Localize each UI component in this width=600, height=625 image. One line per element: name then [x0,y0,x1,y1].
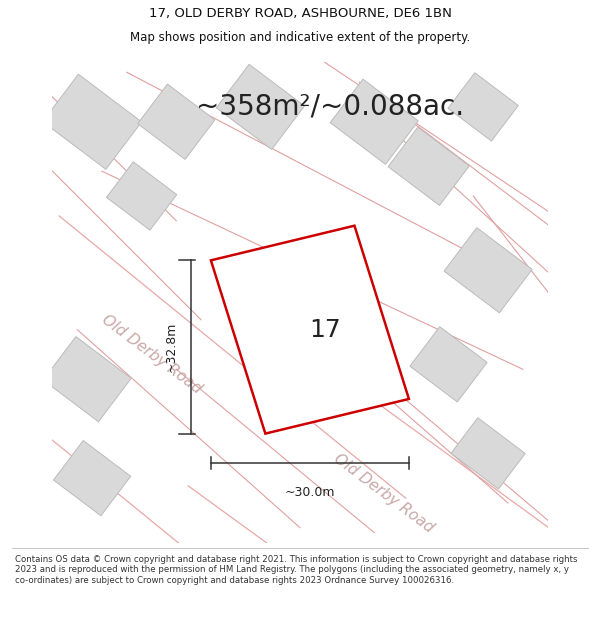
Text: Old Derby Road: Old Derby Road [99,312,204,397]
Polygon shape [53,441,131,516]
Text: Old Derby Road: Old Derby Road [331,451,437,535]
Polygon shape [286,292,374,378]
Text: ~358m²/~0.088ac.: ~358m²/~0.088ac. [196,93,464,121]
Polygon shape [330,79,418,164]
Text: Contains OS data © Crown copyright and database right 2021. This information is : Contains OS data © Crown copyright and d… [15,555,577,584]
Polygon shape [388,127,469,206]
Polygon shape [448,72,518,141]
Text: 17, OLD DERBY ROAD, ASHBOURNE, DE6 1BN: 17, OLD DERBY ROAD, ASHBOURNE, DE6 1BN [149,7,451,20]
Polygon shape [217,64,304,149]
Polygon shape [410,327,487,402]
Polygon shape [137,84,215,159]
Text: ~32.8m: ~32.8m [165,322,178,372]
Text: 17: 17 [309,318,341,342]
Polygon shape [451,418,525,489]
Polygon shape [211,226,409,434]
Text: Map shows position and indicative extent of the property.: Map shows position and indicative extent… [130,31,470,44]
Polygon shape [444,228,532,313]
Text: ~30.0m: ~30.0m [284,486,335,499]
Polygon shape [43,74,142,169]
Polygon shape [106,162,177,230]
Polygon shape [43,336,131,422]
